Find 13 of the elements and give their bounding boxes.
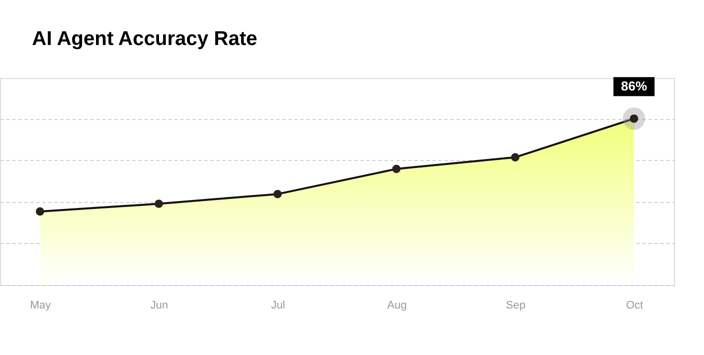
x-tick-label: Aug: [387, 300, 407, 312]
point: [511, 153, 520, 162]
x-tick-label: Sep: [506, 300, 526, 312]
point: [154, 200, 163, 208]
x-tick-label: Jul: [271, 300, 286, 312]
x-tick-label: May: [30, 300, 52, 312]
point: [36, 207, 44, 216]
data-label: 86%: [620, 78, 648, 94]
chart-title: AI Agent Accuracy Rate: [32, 28, 258, 50]
point: [392, 164, 401, 174]
x-tick-label: Jun: [150, 300, 168, 312]
point: [273, 190, 282, 198]
x-tick-label: Oct: [626, 300, 644, 312]
